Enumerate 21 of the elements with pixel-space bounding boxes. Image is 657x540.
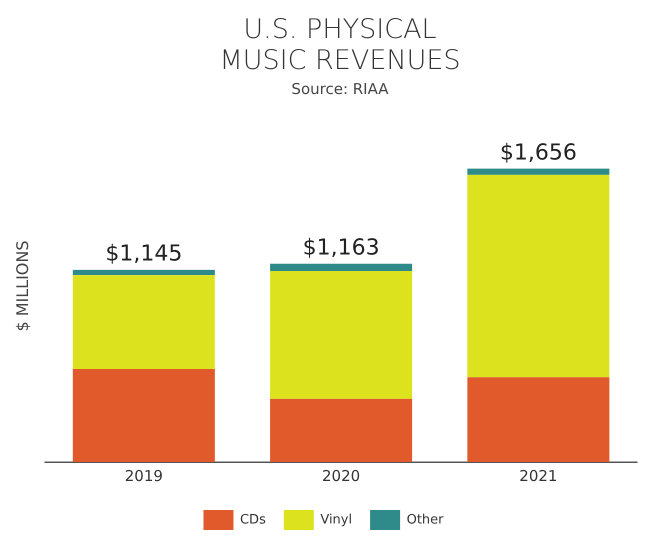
x-tick-label: 2020	[322, 466, 360, 485]
bar	[467, 168, 610, 175]
bar	[72, 369, 215, 462]
bar	[270, 264, 412, 272]
chart-title: U.S. PHYSICAL MUSIC REVENUES	[218, 14, 462, 76]
bar	[467, 174, 610, 378]
chart-subtitle: Source: RIAA	[290, 80, 390, 98]
annotation: $1,656	[500, 140, 577, 166]
bar	[270, 398, 412, 462]
x-tick-label: 2019	[124, 466, 163, 485]
y-axis-title: $ MILLIONS	[12, 240, 32, 332]
x-tick-label: 2021	[519, 466, 558, 485]
annotation: $1,163	[302, 235, 380, 260]
bar	[270, 271, 412, 399]
bar	[72, 270, 215, 276]
legend-label: Vinyl	[320, 512, 352, 528]
legend-label: Other	[406, 512, 444, 528]
annotation: $1,145	[105, 242, 182, 267]
bar	[467, 377, 610, 462]
legend-label: CDs	[240, 512, 266, 528]
bar	[72, 275, 215, 370]
